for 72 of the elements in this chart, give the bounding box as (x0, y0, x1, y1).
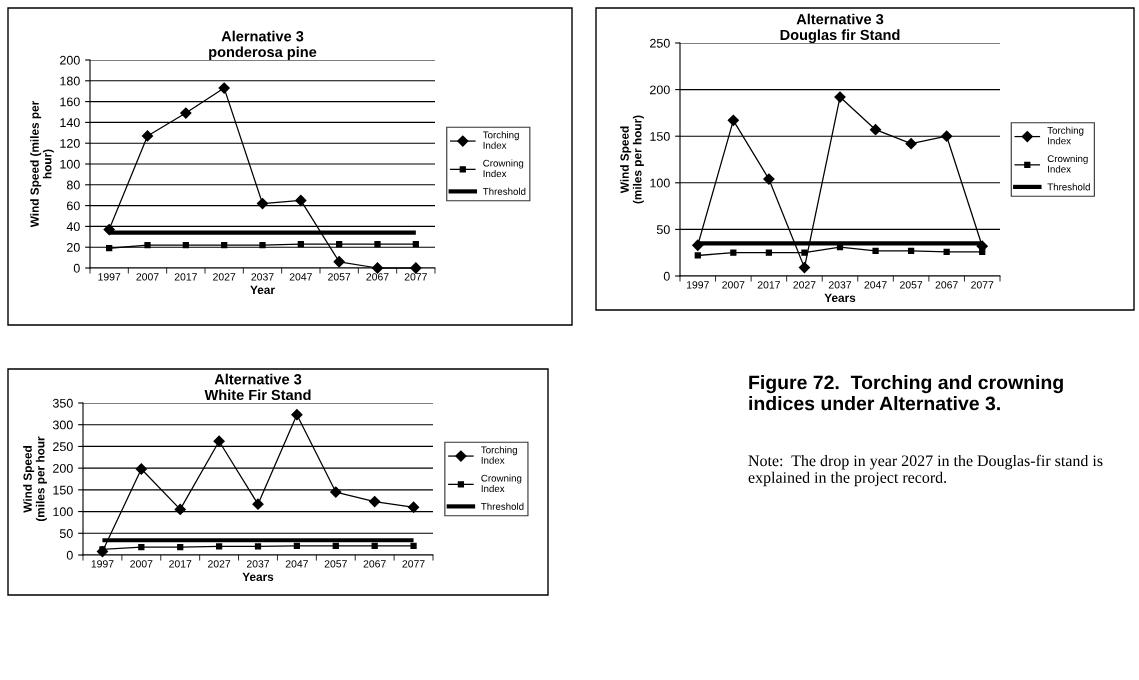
x-axis-title: Year (250, 285, 275, 295)
x-tick-label: 2077 (402, 560, 425, 568)
y-tick-label: 100 (60, 159, 80, 169)
x-tick-label: 2047 (864, 281, 887, 289)
chart-title: Alternative 3 White Fir Stand (204, 373, 311, 401)
y-tick-label: 50 (656, 225, 670, 235)
legend-label: Threshold (1047, 183, 1090, 191)
y-axis-title: Wind Speed (miles per hour) (620, 115, 644, 204)
y-tick-label: 50 (59, 529, 73, 538)
y-tick-label: 200 (53, 463, 73, 473)
y-tick-label: 20 (67, 243, 80, 252)
x-tick-label: 2067 (363, 560, 386, 568)
y-tick-label: 160 (60, 97, 80, 107)
x-tick-label: 2017 (169, 560, 192, 568)
y-tick-label: 300 (52, 420, 73, 430)
y-tick-label: 140 (60, 118, 80, 128)
y-tick-label: 180 (60, 76, 80, 86)
y-tick-label: 200 (60, 55, 80, 65)
x-axis-title: Years (242, 572, 274, 582)
legend-label: Threshold (482, 187, 526, 195)
x-tick-label: 2007 (136, 273, 159, 281)
x-tick-label: 1997 (686, 281, 709, 289)
chart-title: Alternative 3 Douglas fir Stand (780, 13, 900, 43)
y-axis-title: Wind Speed (miles per hour (23, 436, 47, 522)
y-tick-label: 60 (67, 201, 80, 211)
y-tick-label: 80 (66, 180, 80, 190)
text: Note: The drop in year 2027 in the Douglas-fir stand is explained in the project record. (748, 454, 1103, 487)
x-tick-label: 2057 (324, 560, 347, 568)
x-tick-label: 1997 (91, 560, 114, 568)
legend-label: Crowning Index (1047, 154, 1088, 173)
x-tick-label: 2037 (828, 281, 852, 289)
y-tick-label: 120 (60, 139, 80, 148)
y-tick-label: 100 (53, 507, 73, 517)
y-tick-label: 250 (53, 442, 73, 452)
x-tick-label: 2047 (289, 273, 312, 281)
chart-title: Alernative 3 ponderosa pine (209, 30, 317, 60)
y-tick-label: 150 (650, 132, 670, 141)
legend-label: Torching Index (481, 446, 517, 464)
x-tick-label: 2077 (404, 273, 427, 281)
legend-label: Torching Index (482, 131, 519, 149)
y-tick-label: 250 (650, 38, 670, 48)
y-tick-label: 350 (52, 398, 73, 408)
text: Figure 72. Torching and crowning indices under Alternative 3. (749, 375, 1063, 411)
y-tick-label: 100 (650, 178, 670, 188)
y-tick-label: 0 (663, 271, 670, 281)
legend-label: Torching Index (1047, 126, 1084, 145)
x-tick-label: 2057 (328, 273, 351, 281)
x-tick-label: 2057 (900, 281, 923, 289)
x-tick-label: 2077 (971, 281, 994, 289)
x-tick-label: 2017 (174, 273, 197, 281)
x-tick-label: 2067 (935, 281, 958, 289)
x-tick-label: 2037 (246, 560, 270, 568)
legend-label: Crowning Index (483, 159, 524, 178)
x-tick-label: 2007 (130, 560, 153, 568)
x-tick-label: 1997 (98, 273, 121, 281)
x-tick-label: 2027 (793, 281, 816, 289)
x-tick-label: 2037 (251, 273, 274, 281)
legend-label: Crowning Index (481, 474, 522, 493)
y-axis-title: Wind Speed (miles per hour) (30, 100, 54, 228)
x-tick-label: 2007 (722, 281, 745, 289)
x-tick-label: 2027 (213, 273, 236, 281)
x-tick-label: 2017 (757, 281, 780, 289)
legend-label: Threshold (481, 502, 524, 510)
y-tick-label: 40 (66, 222, 80, 232)
y-tick-label: 0 (73, 263, 80, 273)
x-axis-title: Years (824, 293, 856, 303)
y-tick-label: 200 (650, 85, 670, 95)
x-tick-label: 2047 (285, 560, 308, 568)
y-tick-label: 0 (66, 550, 73, 560)
y-tick-label: 150 (53, 485, 73, 495)
x-tick-label: 2067 (366, 273, 389, 281)
x-tick-label: 2027 (208, 560, 231, 568)
